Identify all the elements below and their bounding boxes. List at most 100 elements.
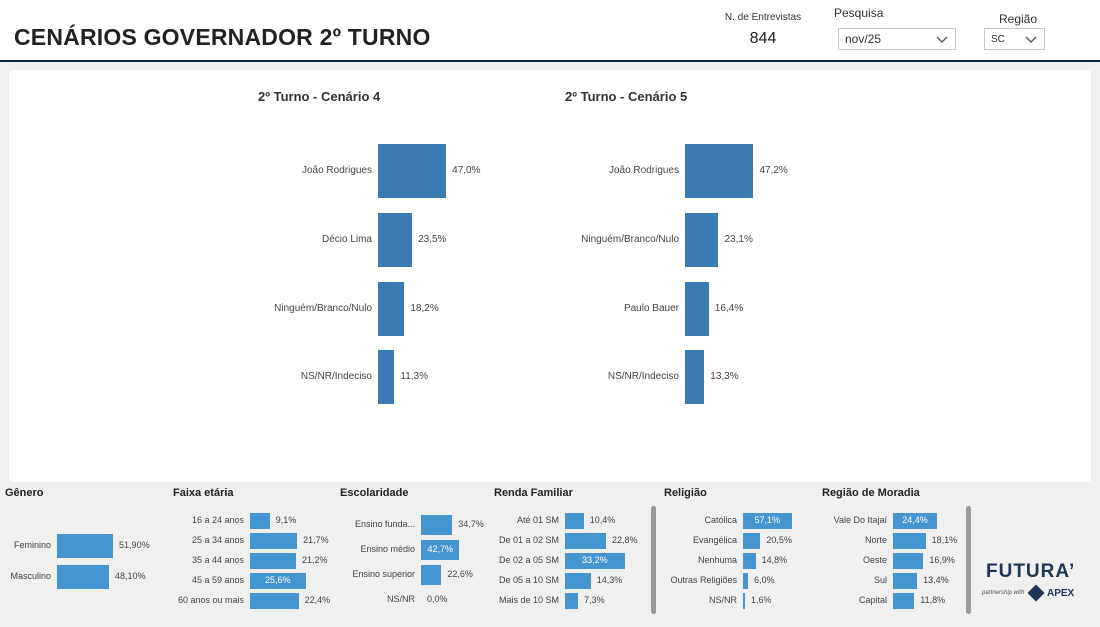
religiao-scroll-thumb[interactable]	[651, 506, 656, 614]
panel-bar-value: 20,5%	[766, 535, 792, 545]
panel-row-label: NS/NR	[708, 595, 737, 605]
bar[interactable]	[378, 144, 447, 198]
regiao-dropdown[interactable]: SC	[984, 28, 1045, 50]
panel-bar-value: 48,10%	[114, 571, 146, 581]
panel-bar-value: 16,9%	[929, 555, 955, 565]
panel-bar-value: 57,1%	[754, 515, 781, 525]
partnership-text: partnership with	[982, 590, 1025, 596]
panel-bar[interactable]	[565, 593, 579, 609]
panel-bar[interactable]	[565, 573, 591, 589]
bar-data-label: 23,1%	[724, 234, 753, 245]
panel-bar[interactable]	[893, 593, 915, 609]
panel-row-label: De 01 a 02 SM	[498, 535, 559, 545]
panel-bar-value: 18,1%	[931, 535, 958, 545]
panel-bar[interactable]	[743, 593, 745, 609]
panel-bar-value: 13,4%	[923, 575, 949, 585]
panel-bar[interactable]	[250, 553, 296, 569]
regiao-scroll-thumb[interactable]	[966, 506, 971, 614]
panel-bar-value: 25,6%	[265, 575, 291, 585]
bar-category-label: João Rodrigues	[608, 165, 679, 176]
panel-bar-value: 24,4%	[902, 515, 928, 525]
pesquisa-selected-value: nov/25	[845, 32, 882, 46]
religiao-scrollbar[interactable]	[651, 506, 656, 614]
panel-row-label: Ensino funda...	[354, 519, 415, 529]
page-title: CENÁRIOS GOVERNADOR 2º TURNO	[14, 24, 431, 50]
bar-category-label: Ninguém/Branco/Nulo	[581, 234, 679, 245]
panel-bar[interactable]	[743, 553, 756, 569]
bar-data-label: 13,3%	[710, 371, 739, 382]
panel-row-label: Outras Religiões	[670, 575, 737, 585]
bar-category-label: Paulo Bauer	[623, 303, 679, 314]
panel-row-label: Mais de 10 SM	[498, 595, 559, 605]
bar[interactable]	[378, 350, 395, 404]
chart-title: 2º Turno - Cenário 4	[258, 89, 381, 104]
panel-bar[interactable]	[250, 533, 298, 549]
interviews-count: 844	[749, 30, 777, 47]
panel-bar[interactable]	[421, 515, 453, 535]
panel-bar[interactable]	[893, 573, 918, 589]
panel-row-label: 60 anos ou mais	[177, 595, 244, 605]
panel-bar[interactable]	[250, 573, 306, 589]
bar[interactable]	[378, 213, 413, 267]
panel-row-label: Nenhuma	[697, 555, 737, 565]
apex-mark-icon	[1027, 584, 1045, 602]
regiao-scrollbar[interactable]	[966, 506, 971, 614]
panel-row-label: De 02 a 05 SM	[498, 555, 559, 565]
panel-row-label: Norte	[864, 535, 887, 545]
pesquisa-label: Pesquisa	[834, 6, 884, 20]
bar[interactable]	[685, 144, 754, 198]
panel-bar-value: 10,4%	[589, 515, 616, 525]
panel-row-label: NS/NR	[386, 594, 415, 604]
panel-bar-value: 22,4%	[304, 595, 331, 605]
bar[interactable]	[685, 282, 709, 336]
panel-row-label: 35 a 44 anos	[191, 555, 244, 565]
panel-bar-value: 9,1%	[275, 515, 297, 525]
panel-bar[interactable]	[250, 593, 299, 609]
interviews-label: N. de Entrevistas	[724, 12, 802, 23]
panel-bar[interactable]	[421, 565, 442, 585]
bar[interactable]	[685, 213, 719, 267]
pesquisa-dropdown[interactable]: nov/25	[838, 28, 956, 50]
panel-bar-value: 42,7%	[427, 544, 453, 554]
panel-bar[interactable]	[743, 513, 792, 529]
panel-row-label: Capital	[858, 595, 887, 605]
panel-bar[interactable]	[565, 513, 584, 529]
bar-category-label: Ninguém/Branco/Nulo	[274, 303, 372, 314]
bar-data-label: 47,0%	[452, 165, 481, 176]
panel-bar-value: 22,6%	[447, 569, 473, 579]
panel-bar-value: 14,3%	[596, 575, 623, 585]
panel-row-label: De 05 a 10 SM	[498, 575, 559, 585]
panel-bar-value: 6,0%	[754, 575, 775, 585]
panel-bar-value: 7,3%	[584, 595, 605, 605]
panel-title: Gênero	[5, 487, 44, 499]
panel-bar[interactable]	[57, 534, 114, 558]
panel-row-label: 16 a 24 anos	[191, 515, 244, 525]
panel-row-label: 45 a 59 anos	[191, 575, 244, 585]
panel-bar-value: 33,2%	[582, 555, 608, 565]
panel-bar[interactable]	[743, 573, 749, 589]
panel-bar[interactable]	[250, 513, 270, 529]
panel-title: Religião	[664, 487, 707, 499]
bar[interactable]	[378, 282, 405, 336]
bar[interactable]	[685, 350, 705, 404]
bar-category-label: NS/NR/Indeciso	[300, 371, 372, 382]
panel-bar[interactable]	[743, 533, 761, 549]
panel-bar-value: 22,8%	[612, 535, 638, 545]
panel-row-label: Ensino superior	[352, 569, 415, 579]
panel-bar[interactable]	[565, 533, 607, 549]
panel-bar-value: 51,90%	[119, 540, 150, 550]
bar-category-label: João Rodrigues	[301, 165, 372, 176]
panel-bar-value: 1,6%	[751, 595, 772, 605]
panel-bar[interactable]	[893, 553, 924, 569]
panel-bar-value: 34,7%	[458, 519, 484, 529]
panel-bar[interactable]	[893, 533, 926, 549]
panel-bar[interactable]	[893, 513, 937, 529]
panel-bar[interactable]	[565, 553, 625, 569]
panel-row-label: 25 a 34 anos	[191, 535, 244, 545]
panel-row-label: Sul	[873, 575, 887, 585]
chart-title: 2º Turno - Cenário 5	[565, 89, 688, 104]
panel-bar[interactable]	[421, 540, 460, 560]
bar-data-label: 47,2%	[759, 165, 788, 176]
futura-logo: FUTURA’	[986, 561, 1076, 582]
panel-bar[interactable]	[57, 565, 109, 589]
